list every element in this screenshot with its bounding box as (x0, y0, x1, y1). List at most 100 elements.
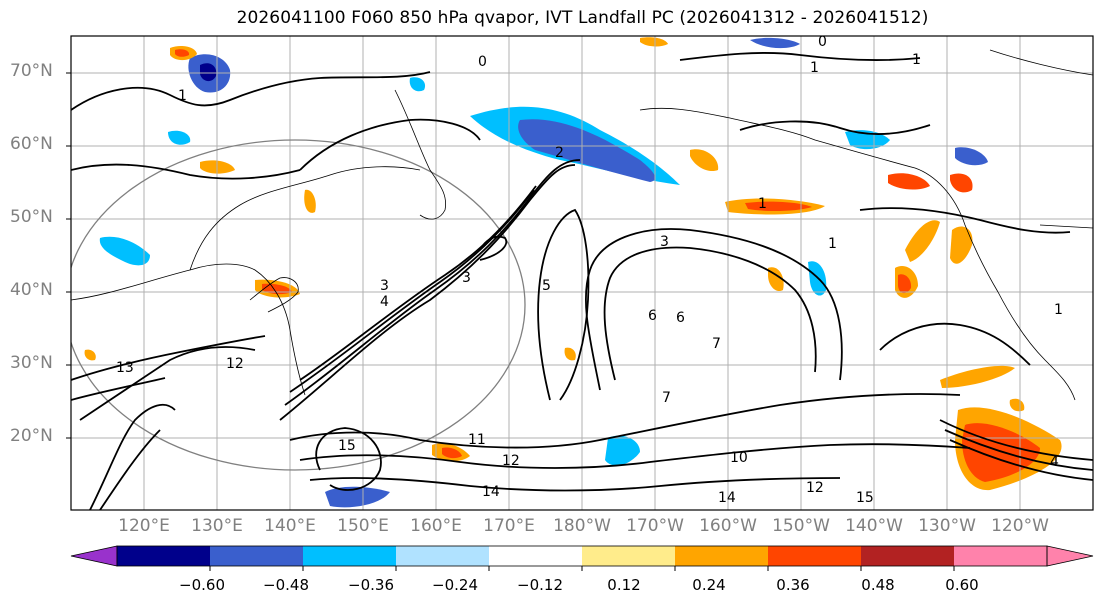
contour-label-group: 0 0 1 1 1 1 1 1 2 3 3 3 4 4 5 6 6 7 7 10… (116, 36, 1063, 506)
contour-label: 6 (648, 308, 657, 324)
colorbar-tick-label: −0.48 (263, 576, 309, 594)
lat-label: 40°N (10, 280, 53, 300)
contour-label: 5 (542, 278, 551, 294)
lon-label: 140°E (264, 516, 316, 536)
colorbar-block (675, 546, 769, 566)
colorbar-block (117, 546, 211, 566)
orange-anomaly-patch (898, 274, 912, 294)
contour-label: 15 (338, 438, 356, 454)
contour-line (479, 235, 508, 261)
lon-label: 170°W (626, 516, 684, 536)
colorbar-block (861, 546, 955, 566)
colorbar-max-extension (1046, 545, 1094, 567)
shaded-field (84, 37, 1062, 508)
contour-line (284, 159, 581, 406)
orange-anomaly-patch (888, 173, 930, 190)
orange-anomaly-patch (442, 447, 462, 459)
contour-label: 4 (1050, 454, 1059, 470)
colorbar-tick-label: 0.24 (692, 576, 726, 594)
lon-label: 120°E (118, 516, 170, 536)
contour-label: 3 (380, 278, 389, 294)
colorbar-tick-label: 0.48 (861, 576, 895, 594)
contour-line (939, 419, 1093, 461)
contour-line (71, 335, 266, 381)
contour-line (71, 377, 166, 401)
contour-label: 13 (116, 360, 134, 376)
asia-coastline (71, 166, 421, 396)
contour-label: 12 (502, 453, 520, 469)
contour-label: 1 (810, 60, 819, 76)
colorbar-block (303, 546, 397, 566)
canada-border (989, 49, 1093, 229)
contour-line (679, 52, 921, 62)
contour-line (309, 477, 841, 492)
lon-label: 180°W (553, 516, 611, 536)
contour-label: 6 (676, 310, 685, 326)
contour-label: 11 (468, 432, 486, 448)
lon-label: 130°W (918, 516, 976, 536)
lon-label: 140°W (845, 516, 903, 536)
contour-line (537, 208, 590, 401)
contour-line (585, 228, 843, 391)
lat-label: 30°N (10, 353, 53, 373)
contour-label: 1 (828, 236, 837, 252)
contour-label: 1 (1054, 302, 1063, 318)
blue-anomaly-patch (518, 119, 656, 182)
landfall-region-circle (71, 139, 526, 471)
contour-label: 15 (856, 490, 874, 506)
orange-anomaly-patch (905, 220, 940, 262)
lat-label: 70°N (10, 61, 53, 81)
blue-anomaly-patch (409, 77, 426, 92)
blue-anomaly-patch (955, 147, 988, 166)
contour-line (99, 429, 161, 510)
orange-anomaly-patch (175, 49, 190, 57)
contour-line (71, 71, 431, 111)
coastlines (71, 49, 1093, 401)
lon-label: 130°E (191, 516, 243, 536)
contour-label: 3 (660, 234, 669, 250)
map-frame (70, 35, 1094, 511)
blue-anomaly-patch (750, 37, 800, 49)
contour-label: 4 (380, 294, 389, 310)
orange-anomaly-patch (304, 189, 316, 213)
contour-line (299, 118, 481, 171)
colorbar-block (489, 546, 583, 566)
colorbar-block (768, 546, 862, 566)
contour-label: 12 (226, 356, 244, 372)
orange-anomaly-patch (690, 149, 719, 172)
map-title: 2026041100 F060 850 hPa qvapor, IVT Land… (236, 8, 929, 28)
orange-anomaly-patch (950, 173, 973, 193)
contour-line (739, 120, 931, 136)
orange-anomaly-patch (564, 347, 576, 361)
colorbar-block (396, 546, 490, 566)
colorbar-block (210, 546, 304, 566)
contour-label: 12 (806, 480, 824, 496)
lon-label: 150°W (772, 516, 830, 536)
graticule (71, 36, 1093, 510)
lon-label: 170°E (483, 516, 535, 536)
colorbar-tick-label: 0.12 (607, 576, 641, 594)
contour-label: 1 (758, 196, 767, 212)
blue-anomaly-patch (200, 63, 217, 82)
lat-label: 20°N (10, 426, 53, 446)
contour-line (944, 429, 1093, 471)
contours (71, 52, 1093, 510)
colorbar-tick-label: −0.36 (348, 576, 394, 594)
orange-anomaly-patch (84, 349, 96, 361)
contour-label: 0 (478, 54, 487, 70)
blue-anomaly-patch (605, 435, 640, 466)
colorbar-tick-label: 0.60 (945, 576, 979, 594)
alaska-coastline (639, 107, 999, 293)
contour-line (79, 346, 256, 421)
contour-line (289, 189, 535, 393)
contour-line (71, 163, 301, 180)
orange-anomaly-patch (745, 201, 812, 212)
contour-line (949, 439, 1093, 481)
orange-anomaly-patch (950, 226, 973, 264)
lon-label: 150°E (337, 516, 389, 536)
contour-line (299, 185, 537, 381)
japan-coastline (249, 277, 299, 313)
contour-label: 7 (662, 390, 671, 406)
contour-label: 7 (712, 336, 721, 352)
contour-label: 3 (462, 270, 471, 286)
